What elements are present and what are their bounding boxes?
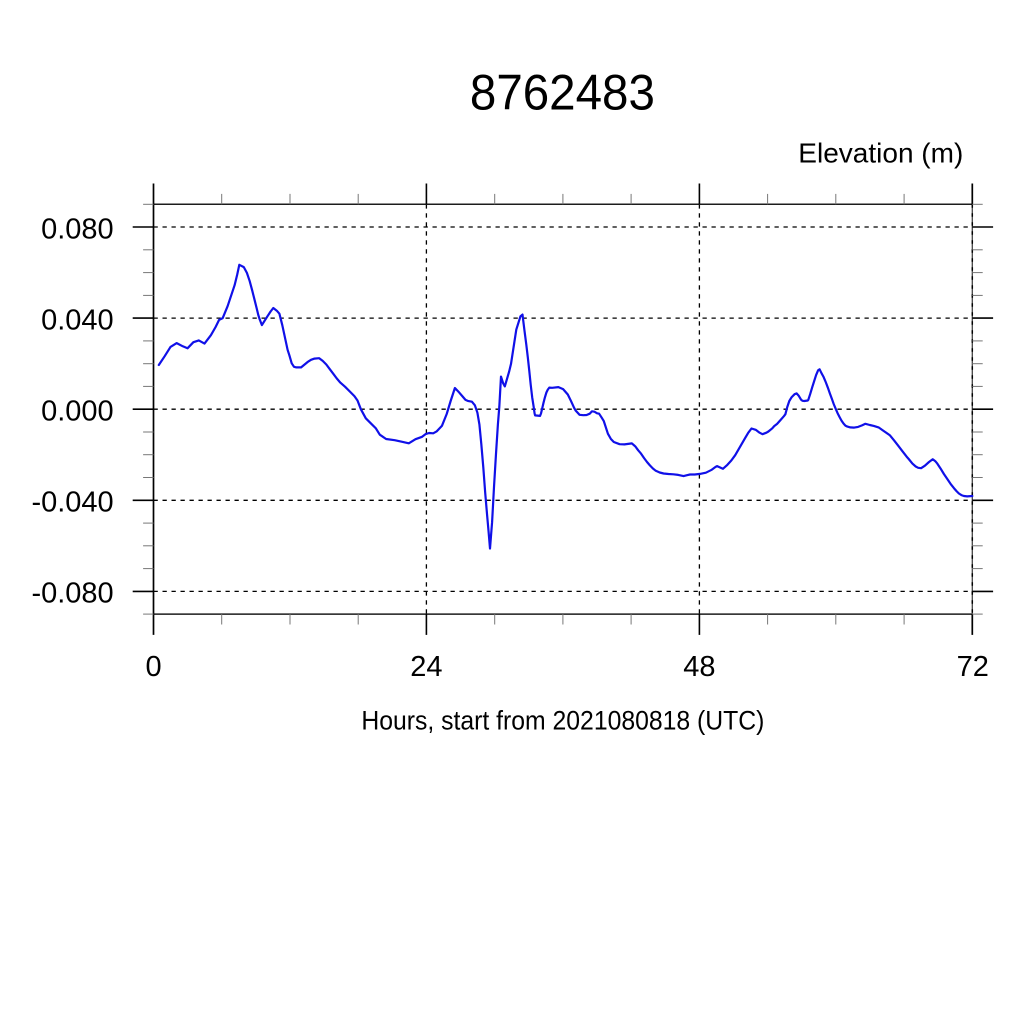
svg-text:-0.080: -0.080 — [31, 577, 113, 609]
svg-text:24: 24 — [410, 651, 442, 683]
svg-text:Elevation (m): Elevation (m) — [798, 137, 963, 168]
svg-text:0: 0 — [146, 651, 162, 683]
svg-text:0.080: 0.080 — [41, 214, 114, 246]
svg-text:0.040: 0.040 — [41, 305, 114, 337]
svg-text:72: 72 — [957, 651, 989, 683]
svg-text:48: 48 — [683, 651, 715, 683]
svg-text:Hours, start from 2021080818 (: Hours, start from 2021080818 (UTC) — [361, 705, 764, 735]
svg-text:0.000: 0.000 — [41, 396, 114, 428]
svg-text:8762483: 8762483 — [470, 65, 655, 121]
svg-text:-0.040: -0.040 — [31, 486, 113, 518]
